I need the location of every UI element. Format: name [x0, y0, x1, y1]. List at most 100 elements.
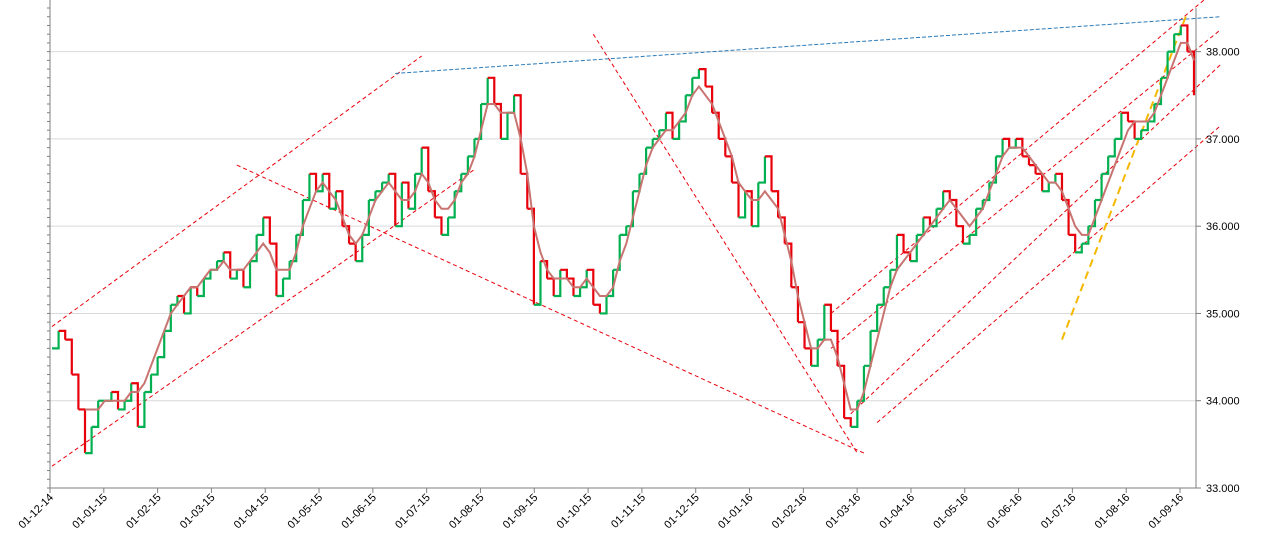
price-segment — [540, 259, 549, 279]
resistance-line — [395, 16, 1221, 74]
price-segment — [533, 261, 542, 306]
price-segment — [751, 182, 760, 228]
price-segment — [870, 304, 879, 333]
price-segment — [197, 278, 205, 298]
price-segment — [263, 216, 271, 244]
price-segment — [586, 268, 595, 305]
x-tick-label: 01-10-15 — [555, 492, 595, 532]
price-segment — [243, 261, 252, 289]
price-segment — [500, 112, 509, 141]
price-segment — [943, 190, 951, 200]
price-segment — [738, 191, 747, 219]
price-segment — [461, 156, 469, 175]
price-segment — [91, 400, 100, 429]
price-segment — [467, 138, 476, 158]
price-segment — [302, 173, 311, 202]
x-tick-label: 01-05-15 — [286, 492, 326, 532]
price-segment — [210, 261, 219, 271]
x-tick-label: 01-09-16 — [1146, 492, 1186, 532]
price-segment — [441, 217, 450, 237]
y-tick-label: 35.000 — [1206, 308, 1240, 320]
price-segment — [718, 137, 727, 157]
price-segment — [797, 321, 806, 349]
price-segment — [296, 200, 304, 237]
price-segment — [547, 277, 555, 296]
price-segment — [481, 77, 489, 106]
price-segment — [1002, 137, 1011, 148]
price-segment — [316, 173, 324, 193]
price-segment — [368, 191, 377, 202]
price-segment — [1022, 155, 1031, 166]
y-tick-label: 36.000 — [1206, 221, 1240, 233]
price-segment — [613, 234, 621, 271]
x-tick-label: 01-11-15 — [609, 492, 648, 531]
support-trendline — [1061, 12, 1189, 340]
price-segment — [593, 303, 601, 314]
price-segment — [1048, 173, 1057, 184]
x-tick-label: 01-02-16 — [770, 492, 810, 532]
y-tick-label: 33.000 — [1206, 483, 1240, 495]
price-segment — [362, 200, 370, 237]
price-segment — [890, 234, 899, 271]
price-segment — [137, 392, 146, 429]
price-segment — [646, 138, 654, 149]
x-tick-label: 01-08-16 — [1093, 492, 1133, 532]
channel-line — [850, 64, 1221, 415]
price-segment — [71, 373, 80, 410]
price-segment — [388, 172, 397, 227]
tick-labels: 33.000 34.000 35.000 36.000 37.000 38.000 01-1… — [16, 47, 1239, 532]
price-segment — [230, 269, 238, 280]
price-segment — [1088, 200, 1097, 228]
moving-average-series — [85, 41, 1195, 411]
price-segment — [507, 95, 516, 114]
price-segment — [1042, 182, 1050, 193]
price-segment — [791, 286, 800, 323]
price-segment — [203, 269, 212, 280]
price-segment — [976, 200, 984, 210]
price-segment — [217, 252, 225, 263]
price-segment — [606, 269, 615, 298]
price-segment — [758, 156, 767, 184]
price-segment — [1174, 25, 1182, 36]
trendlines — [51, 0, 1221, 467]
price-segment — [421, 146, 430, 192]
x-tick-label: 01-01-15 — [70, 492, 110, 532]
price-segment — [1160, 51, 1169, 79]
price-segment — [566, 277, 575, 296]
price-segment — [329, 191, 337, 210]
price-segment — [104, 392, 113, 402]
price-segment — [65, 338, 73, 375]
price-segment — [78, 408, 87, 454]
price-segment — [85, 426, 93, 455]
price-segment — [817, 304, 826, 341]
y-tick-label: 37.000 — [1206, 134, 1240, 146]
price-segment — [1114, 112, 1123, 141]
price-segment — [494, 102, 502, 139]
price-segment — [936, 191, 945, 210]
price-segment — [712, 111, 720, 139]
y-tick-label: 38.000 — [1206, 47, 1240, 59]
price-segment — [619, 226, 628, 237]
channel-line — [830, 0, 1205, 314]
price-segment — [1068, 233, 1077, 253]
price-segment — [989, 156, 998, 184]
price-segment — [269, 242, 278, 296]
price-segment — [131, 382, 139, 427]
price-segment — [573, 287, 582, 298]
price-segment — [883, 269, 892, 289]
price-segment — [804, 347, 813, 366]
price-segment — [652, 130, 661, 141]
price-segment — [118, 400, 126, 411]
x-tick-label: 01-03-15 — [178, 492, 218, 532]
price-segment — [335, 190, 344, 227]
price-segment — [342, 225, 351, 244]
x-tick-label: 01-07-16 — [1039, 492, 1079, 532]
channel-line — [592, 33, 858, 454]
price-segment — [151, 357, 159, 376]
price-segment — [144, 374, 153, 394]
price-segment — [309, 172, 318, 192]
x-tick-label: 01-12-15 — [662, 492, 702, 532]
price-segment — [995, 138, 1004, 158]
x-tick-label: 01-04-16 — [877, 492, 917, 532]
